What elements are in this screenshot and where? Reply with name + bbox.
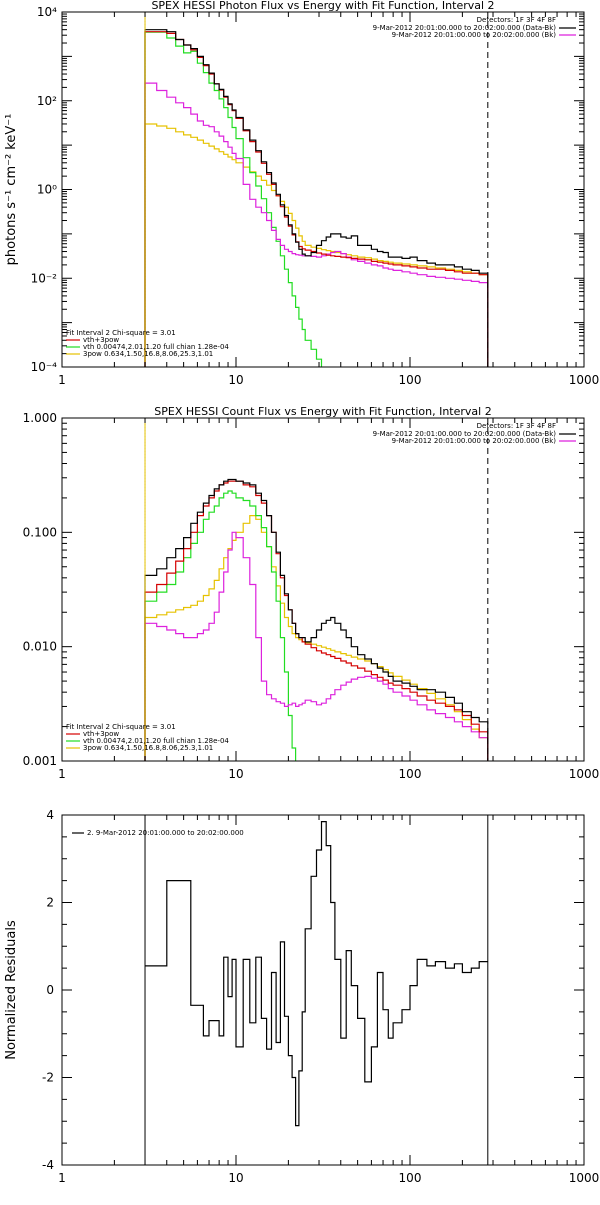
legend-entry: vth+3pow: [83, 730, 119, 738]
legend-top-right: Detectors: 1F 3F 4F 8F9-Mar-2012 20:01:0…: [373, 16, 576, 39]
x-tick-label: 100: [399, 373, 422, 387]
traces: [144, 29, 489, 367]
plot-frame: [61, 11, 585, 368]
y-tick-label: 0.100: [23, 525, 57, 539]
legend-detectors: Detectors: 1F 3F 4F 8F: [477, 16, 556, 24]
series-pow: [144, 515, 489, 761]
y-axis: -4 -2 0 2 4: [42, 808, 584, 1172]
panel-1: 1 10 100 1000 10⁻⁴ 10⁻² 10⁰ 10² 10⁴ SPEX HESSI Ph…: [4, 0, 599, 387]
x-tick-label: 100: [399, 1171, 422, 1185]
x-tick-label: 10: [228, 373, 243, 387]
legend-top-right: Detectors: 1F 3F 4F 8F9-Mar-2012 20:01:0…: [373, 422, 576, 445]
legend-entry: vth 0.00474,2.01,1.20 full chian 1.28e-0…: [83, 737, 229, 745]
legend-entry: 3pow 0.634,1.50,16.8,8.06,25.3,1.01: [83, 350, 213, 358]
series-vth: [144, 490, 297, 761]
y-tick-label: 10⁻⁴: [31, 360, 58, 374]
series-total: [144, 31, 489, 367]
x-tick-label: 1000: [569, 1171, 600, 1185]
series-data: [144, 29, 489, 367]
y-tick-label: 4: [46, 808, 54, 822]
x-tick-label: 1: [58, 373, 66, 387]
y-tick-label: -2: [42, 1071, 54, 1085]
traces: [145, 821, 488, 1127]
series-bk: [144, 82, 489, 367]
x-tick-label: 10: [228, 767, 243, 781]
legend-fit-header: Fit Interval 2 Chi-square = 3.01: [66, 329, 176, 337]
y-tick-label: 0.010: [23, 640, 57, 654]
y-tick-label: 10⁰: [37, 183, 57, 197]
traces: [144, 478, 489, 761]
chart-title: SPEX HESSI Photon Flux vs Energy with Fi…: [151, 0, 494, 12]
series-total: [144, 480, 489, 761]
y-axis-label: photons s⁻¹ cm⁻² keV⁻¹: [4, 114, 19, 266]
legend-entry: 3pow 0.634,1.50,16.8,8.06,25.3,1.01: [83, 744, 213, 752]
y-tick-label: 0: [46, 983, 54, 997]
legend-bottom-left: Fit Interval 2 Chi-square = 3.01vth+3pow…: [66, 723, 229, 752]
series-data: [145, 821, 488, 1127]
y-tick-label: 10⁻²: [31, 271, 58, 285]
legend-entry: 9-Mar-2012 20:01:00.000 to 20:02:00.000 …: [392, 31, 557, 39]
legend-top-left: 2. 9-Mar-2012 20:01:00.000 to 20:02:00.0…: [72, 829, 244, 837]
legend-entry: 2. 9-Mar-2012 20:01:00.000 to 20:02:00.0…: [87, 829, 244, 837]
legend-entry: 9-Mar-2012 20:01:00.000 to 20:02:00.000 …: [373, 430, 557, 438]
x-tick-label: 1: [58, 1171, 66, 1185]
x-axis: 1 10 100 1000: [58, 815, 599, 1185]
y-tick-label: 1.000: [23, 411, 57, 425]
series-vth: [144, 31, 323, 367]
series-bk: [144, 531, 489, 761]
y-axis: 10⁻⁴ 10⁻² 10⁰ 10² 10⁴: [31, 5, 584, 374]
chart-title: SPEX HESSI Count Flux vs Energy with Fit…: [154, 405, 491, 418]
panel-3: 1 10 100 1000 -4 -2 0 2 4 Normalized Residuals 2. …: [4, 808, 599, 1185]
y-axis-label: Normalized Residuals: [4, 920, 19, 1060]
panel-2: 1 10 100 1000 0.001 0.010 0.100 1.000 SPEX HESSI…: [23, 405, 600, 781]
y-tick-label: 10²: [37, 94, 57, 108]
x-axis: 1 10 100 1000: [58, 12, 599, 387]
y-tick-label: 10⁴: [37, 5, 57, 19]
x-tick-label: 1000: [569, 767, 600, 781]
legend-entry: 9-Mar-2012 20:01:00.000 to 20:02:00.000 …: [373, 24, 557, 32]
legend-entry: 9-Mar-2012 20:01:00.000 to 20:02:00.000 …: [392, 437, 557, 445]
legend-detectors: Detectors: 1F 3F 4F 8F: [477, 422, 556, 430]
series-pow: [144, 123, 489, 367]
series-data: [144, 478, 489, 761]
y-tick-label: -4: [42, 1158, 54, 1172]
legend-bottom-left: Fit Interval 2 Chi-square = 3.01vth+3pow…: [66, 329, 229, 358]
x-tick-label: 1000: [569, 373, 600, 387]
plot-frame: [61, 814, 585, 1166]
x-tick-label: 10: [228, 1171, 243, 1185]
y-tick-label: 2: [46, 896, 54, 910]
x-tick-label: 1: [58, 767, 66, 781]
y-axis: 0.001 0.010 0.100 1.000: [23, 411, 584, 768]
y-tick-label: 0.001: [23, 754, 57, 768]
x-tick-label: 100: [399, 767, 422, 781]
legend-fit-header: Fit Interval 2 Chi-square = 3.01: [66, 723, 176, 731]
legend-entry: vth 0.00474,2.01,1.20 full chian 1.28e-0…: [83, 343, 229, 351]
legend-entry: vth+3pow: [83, 336, 119, 344]
plot-frame: [61, 417, 585, 762]
